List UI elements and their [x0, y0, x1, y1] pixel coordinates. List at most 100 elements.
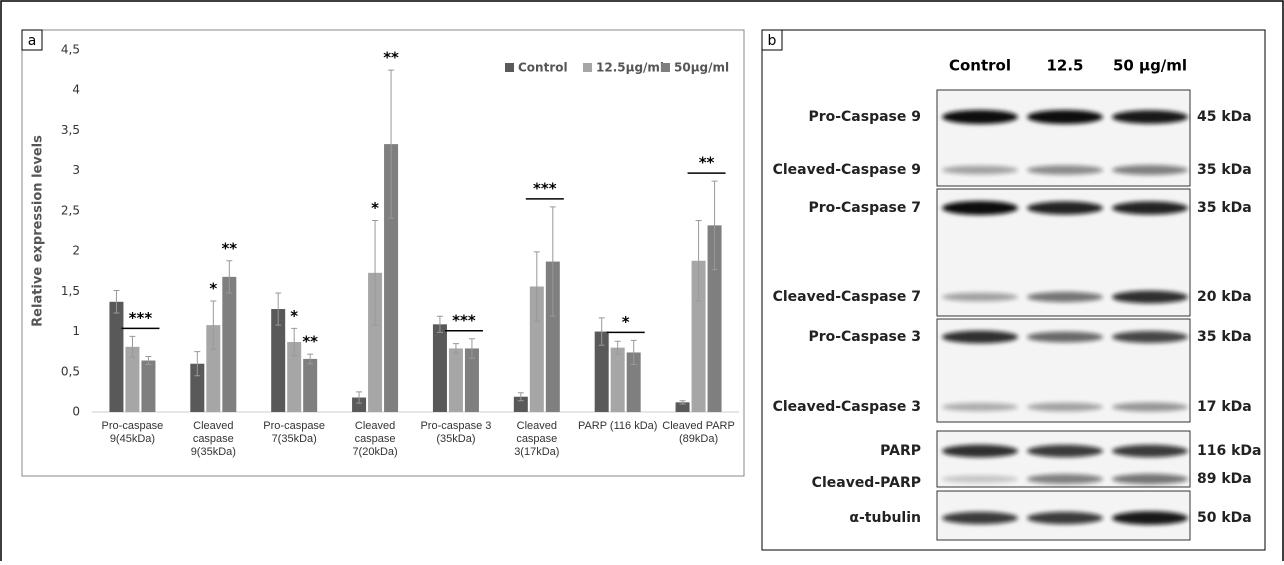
lane-label: 12.5	[1046, 57, 1083, 75]
significance-mark: ***	[533, 179, 557, 197]
x-tick-label: Cleaved caspase 3(17kDa)	[496, 420, 577, 459]
size-label: 35 kDa	[1197, 162, 1252, 178]
significance-mark: ***	[452, 311, 476, 329]
protein-label: Pro-Caspase 3	[808, 329, 921, 345]
significance-mark: **	[383, 49, 399, 67]
figure: a b Relative expression levels 0 0,5 1 1,5 2…	[0, 0, 1284, 561]
protein-label: α-tubulin	[849, 510, 921, 526]
y-tick-label: 3	[72, 163, 80, 177]
x-tick-label-box: Cleaved caspase 3(17kDa)	[496, 420, 577, 480]
bar	[433, 324, 447, 412]
bar	[449, 348, 463, 412]
blot-band	[1112, 331, 1188, 343]
legend-swatch	[583, 63, 592, 72]
bar	[141, 361, 155, 412]
blot-band	[942, 166, 1018, 175]
blot-band	[1112, 402, 1188, 411]
protein-label: PARP	[880, 443, 921, 459]
x-tick-label-box: PARP (116 kDa)	[577, 420, 658, 480]
y-tick-label: 4,5	[61, 43, 80, 57]
significance-mark: *	[290, 307, 298, 325]
blot-band	[942, 110, 1018, 124]
size-label: 35 kDa	[1197, 329, 1252, 345]
protein-label: Pro-Caspase 9	[808, 109, 921, 125]
blot-band	[1112, 511, 1188, 525]
significance-mark: **	[221, 239, 237, 257]
y-tick-label: 3,5	[61, 123, 80, 137]
bar	[303, 359, 317, 412]
panel-label: a	[28, 33, 37, 49]
x-tick-label-box: Pro-caspase 3 (35kDa)	[416, 420, 497, 480]
significance-mark: *	[371, 199, 379, 217]
blot-band	[1027, 512, 1103, 524]
y-tick-label: 1	[72, 324, 80, 338]
y-tick-label: 4	[72, 83, 80, 97]
x-tick-label-box: Pro-caspase 9(45kDa)	[92, 420, 173, 480]
blot-band	[942, 403, 1018, 411]
legend-label: 12.5µg/ml	[596, 61, 664, 75]
legend-swatch	[505, 63, 514, 72]
legend-label: Control	[518, 61, 568, 75]
protein-label: Cleaved-Caspase 9	[773, 162, 921, 178]
significance-mark: **	[699, 154, 715, 172]
legend-label: 50µg/ml	[674, 61, 729, 75]
lane-label: Control	[949, 57, 1011, 75]
x-tick-label: Cleaved caspase 7(20kDa)	[335, 420, 416, 459]
blot-band	[1027, 445, 1103, 457]
y-tick-label: 0	[72, 405, 80, 419]
y-tick-label: 0,5	[61, 364, 80, 378]
significance-mark: *	[209, 279, 217, 297]
blot-band	[1112, 201, 1188, 214]
blot-band	[942, 293, 1018, 302]
protein-label: Cleaved-PARP	[812, 475, 921, 491]
blot-band	[1027, 110, 1103, 124]
bar	[109, 302, 123, 412]
blot-band	[1112, 474, 1188, 484]
blot-band	[1027, 165, 1103, 175]
blot-band	[942, 445, 1018, 458]
protein-label: Pro-Caspase 7	[808, 200, 921, 216]
x-tick-label-box: Cleaved PARP (89kDa)	[658, 420, 739, 480]
blot-band	[1027, 403, 1103, 412]
bar	[222, 277, 236, 412]
x-tick-label: Cleaved caspase 9(35kDa)	[173, 420, 254, 459]
y-tick-label: 2	[72, 244, 80, 258]
legend-swatch	[661, 63, 670, 72]
significance-mark: *	[622, 313, 630, 331]
x-tick-label: Cleaved PARP (89kDa)	[658, 420, 739, 446]
blot-band	[1112, 165, 1188, 175]
x-tick-label-box: Pro-caspase 7(35kDa)	[254, 420, 335, 480]
y-axis-label: Relative expression levels	[31, 135, 46, 327]
lane-label: 50 µg/ml	[1113, 57, 1187, 75]
x-tick-label-box: Cleaved caspase 9(35kDa)	[173, 420, 254, 480]
x-tick-label: Pro-caspase 9(45kDa)	[92, 420, 173, 446]
blot-band	[942, 512, 1018, 524]
significance-mark: ***	[129, 309, 153, 327]
blot-band	[1112, 291, 1188, 304]
y-tick-label: 1,5	[61, 284, 80, 298]
blot-band	[1027, 201, 1103, 214]
blot-band	[942, 331, 1018, 344]
blot-band	[942, 201, 1018, 215]
y-tick-label: 2,5	[61, 203, 80, 217]
blot-band	[1027, 474, 1103, 484]
blot-band	[1027, 332, 1103, 343]
size-label: 116 kDa	[1197, 443, 1261, 459]
protein-label: Cleaved-Caspase 7	[773, 289, 921, 305]
bar	[611, 348, 625, 412]
blot-band	[942, 475, 1018, 483]
size-label: 17 kDa	[1197, 399, 1252, 415]
blot-band	[1112, 110, 1188, 124]
size-label: 89 kDa	[1197, 471, 1252, 487]
size-label: 50 kDa	[1197, 510, 1252, 526]
significance-mark: **	[302, 333, 318, 351]
size-label: 35 kDa	[1197, 200, 1252, 216]
size-label: 20 kDa	[1197, 289, 1252, 305]
size-label: 45 kDa	[1197, 109, 1252, 125]
panel-label: b	[768, 33, 777, 49]
blot-band	[1027, 292, 1103, 302]
x-tick-label: Pro-caspase 7(35kDa)	[254, 420, 335, 446]
x-tick-label: Pro-caspase 3 (35kDa)	[416, 420, 497, 446]
blot-band	[1112, 445, 1188, 457]
x-tick-label-box: Cleaved caspase 7(20kDa)	[335, 420, 416, 480]
